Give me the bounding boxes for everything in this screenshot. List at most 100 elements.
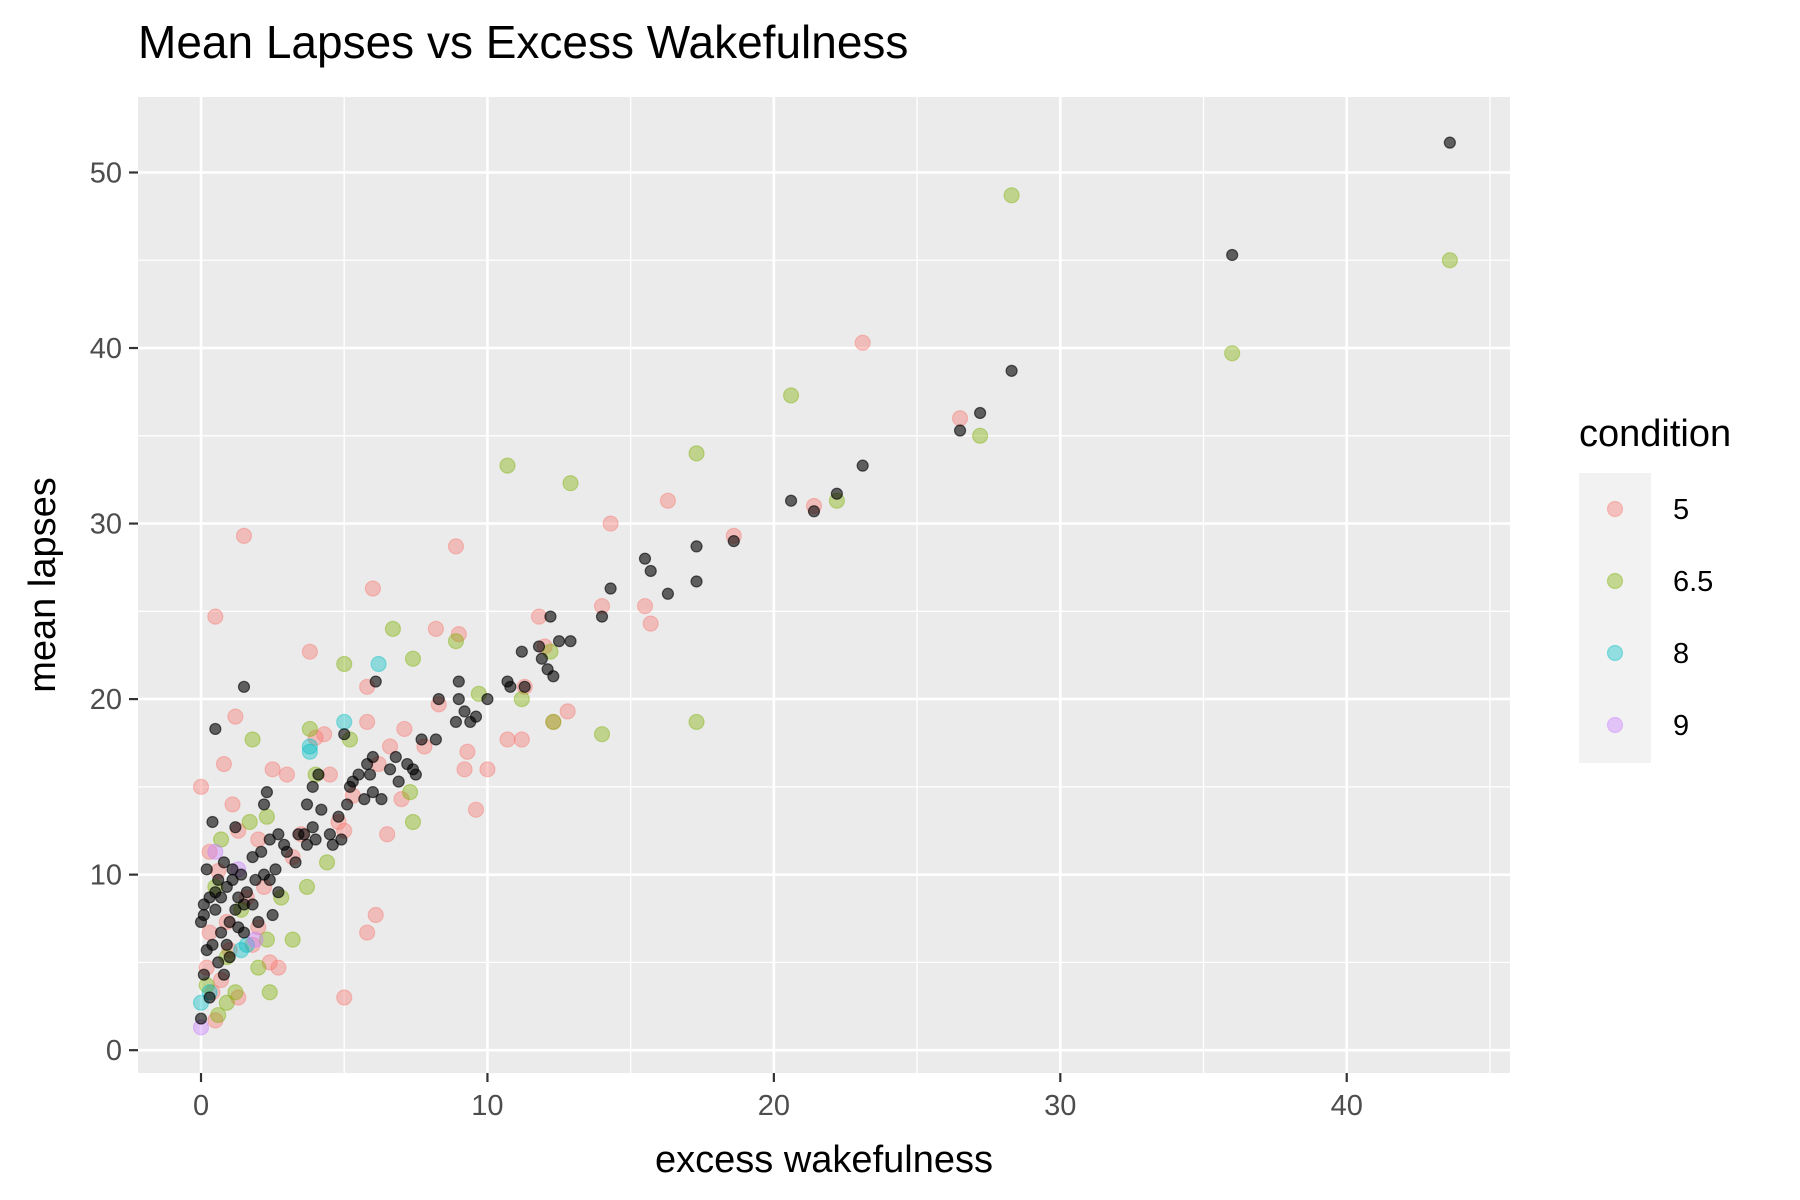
data-point [194, 1012, 208, 1025]
data-point [332, 810, 345, 823]
data-point [269, 863, 282, 876]
data-point [856, 459, 869, 472]
data-point [192, 778, 210, 795]
data-point [212, 831, 230, 848]
data-point [277, 838, 291, 851]
data-point [415, 733, 428, 746]
data-point [532, 640, 546, 653]
data-point [338, 728, 351, 741]
data-point [530, 608, 548, 625]
data-point [359, 924, 376, 941]
data-point [301, 738, 318, 755]
data-point [375, 793, 388, 806]
data-point [321, 766, 339, 783]
data-point [258, 808, 275, 825]
data-point [244, 731, 261, 748]
data-point [201, 843, 218, 860]
data-point [807, 505, 821, 518]
legend-key-background [1579, 473, 1651, 763]
data-point [229, 903, 242, 916]
data-point [250, 959, 267, 976]
data-point [217, 968, 231, 981]
data-point [335, 833, 348, 846]
data-point [278, 766, 296, 783]
data-point [260, 786, 273, 799]
data-point [384, 620, 402, 637]
data-point [315, 803, 328, 816]
y-axis: 0 10 20 30 40 50 [90, 157, 138, 1067]
legend-items: 5 6.5 8 9 [1606, 494, 1713, 742]
x-tick-label: 10 [471, 1090, 503, 1122]
data-point [359, 713, 376, 731]
data-point [223, 915, 236, 929]
data-point [661, 587, 674, 600]
data-points [192, 136, 1458, 1036]
data-point [300, 798, 314, 811]
data-point [255, 845, 268, 858]
data-point [545, 713, 562, 731]
data-point [200, 863, 213, 876]
data-point [336, 655, 353, 673]
data-point [452, 675, 465, 688]
data-point [207, 1012, 224, 1029]
data-point [727, 535, 740, 548]
data-point [972, 427, 989, 444]
data-point [1441, 252, 1458, 269]
data-point [229, 821, 242, 834]
legend: condition 5 6.5 8 9 [1579, 413, 1731, 763]
data-point [336, 989, 353, 1006]
data-point [688, 713, 705, 731]
series-8 [192, 655, 387, 1011]
data-point [404, 813, 422, 831]
data-point [459, 743, 476, 760]
data-point [830, 487, 843, 500]
data-point [535, 652, 548, 665]
data-point [284, 931, 301, 948]
legend-label-5: 5 [1673, 494, 1689, 526]
data-point [246, 898, 259, 911]
data-point [209, 886, 222, 899]
data-point [552, 635, 566, 648]
data-point [223, 951, 236, 964]
legend-key-6.5 [1606, 572, 1624, 590]
data-point [467, 801, 485, 818]
data-point [214, 926, 228, 939]
data-point [396, 720, 413, 738]
data-point [235, 527, 253, 544]
data-point [212, 956, 225, 969]
data-point [1443, 136, 1456, 149]
y-axis-title: mean lapses [22, 477, 64, 692]
data-point [644, 564, 657, 578]
data-point [240, 886, 253, 899]
data-point [252, 915, 265, 929]
data-point [688, 445, 705, 462]
data-point [951, 410, 969, 427]
legend-key-5 [1606, 500, 1624, 518]
data-point [316, 726, 333, 743]
data-point [481, 693, 494, 706]
data-point [312, 768, 325, 781]
data-point [515, 645, 528, 658]
data-point [974, 406, 987, 420]
x-axis: 0 10 20 30 40 [193, 1073, 1363, 1122]
data-point [452, 693, 465, 706]
data-point [402, 784, 419, 801]
data-point [244, 936, 261, 953]
data-point [370, 655, 387, 673]
data-point [636, 597, 654, 615]
chart-title: Mean Lapses vs Excess Wakefulness [138, 16, 908, 68]
data-point [206, 815, 219, 829]
data-point [212, 873, 225, 887]
data-point [197, 908, 210, 922]
data-point [249, 873, 262, 887]
data-point [215, 755, 233, 773]
data-point [301, 643, 318, 660]
data-point [369, 675, 382, 688]
series-overlay [194, 136, 1456, 1025]
data-point [306, 821, 319, 834]
data-point [197, 968, 210, 981]
y-tick-label: 40 [90, 333, 122, 365]
data-point [247, 931, 264, 948]
data-point [233, 942, 250, 959]
data-point [595, 610, 609, 623]
